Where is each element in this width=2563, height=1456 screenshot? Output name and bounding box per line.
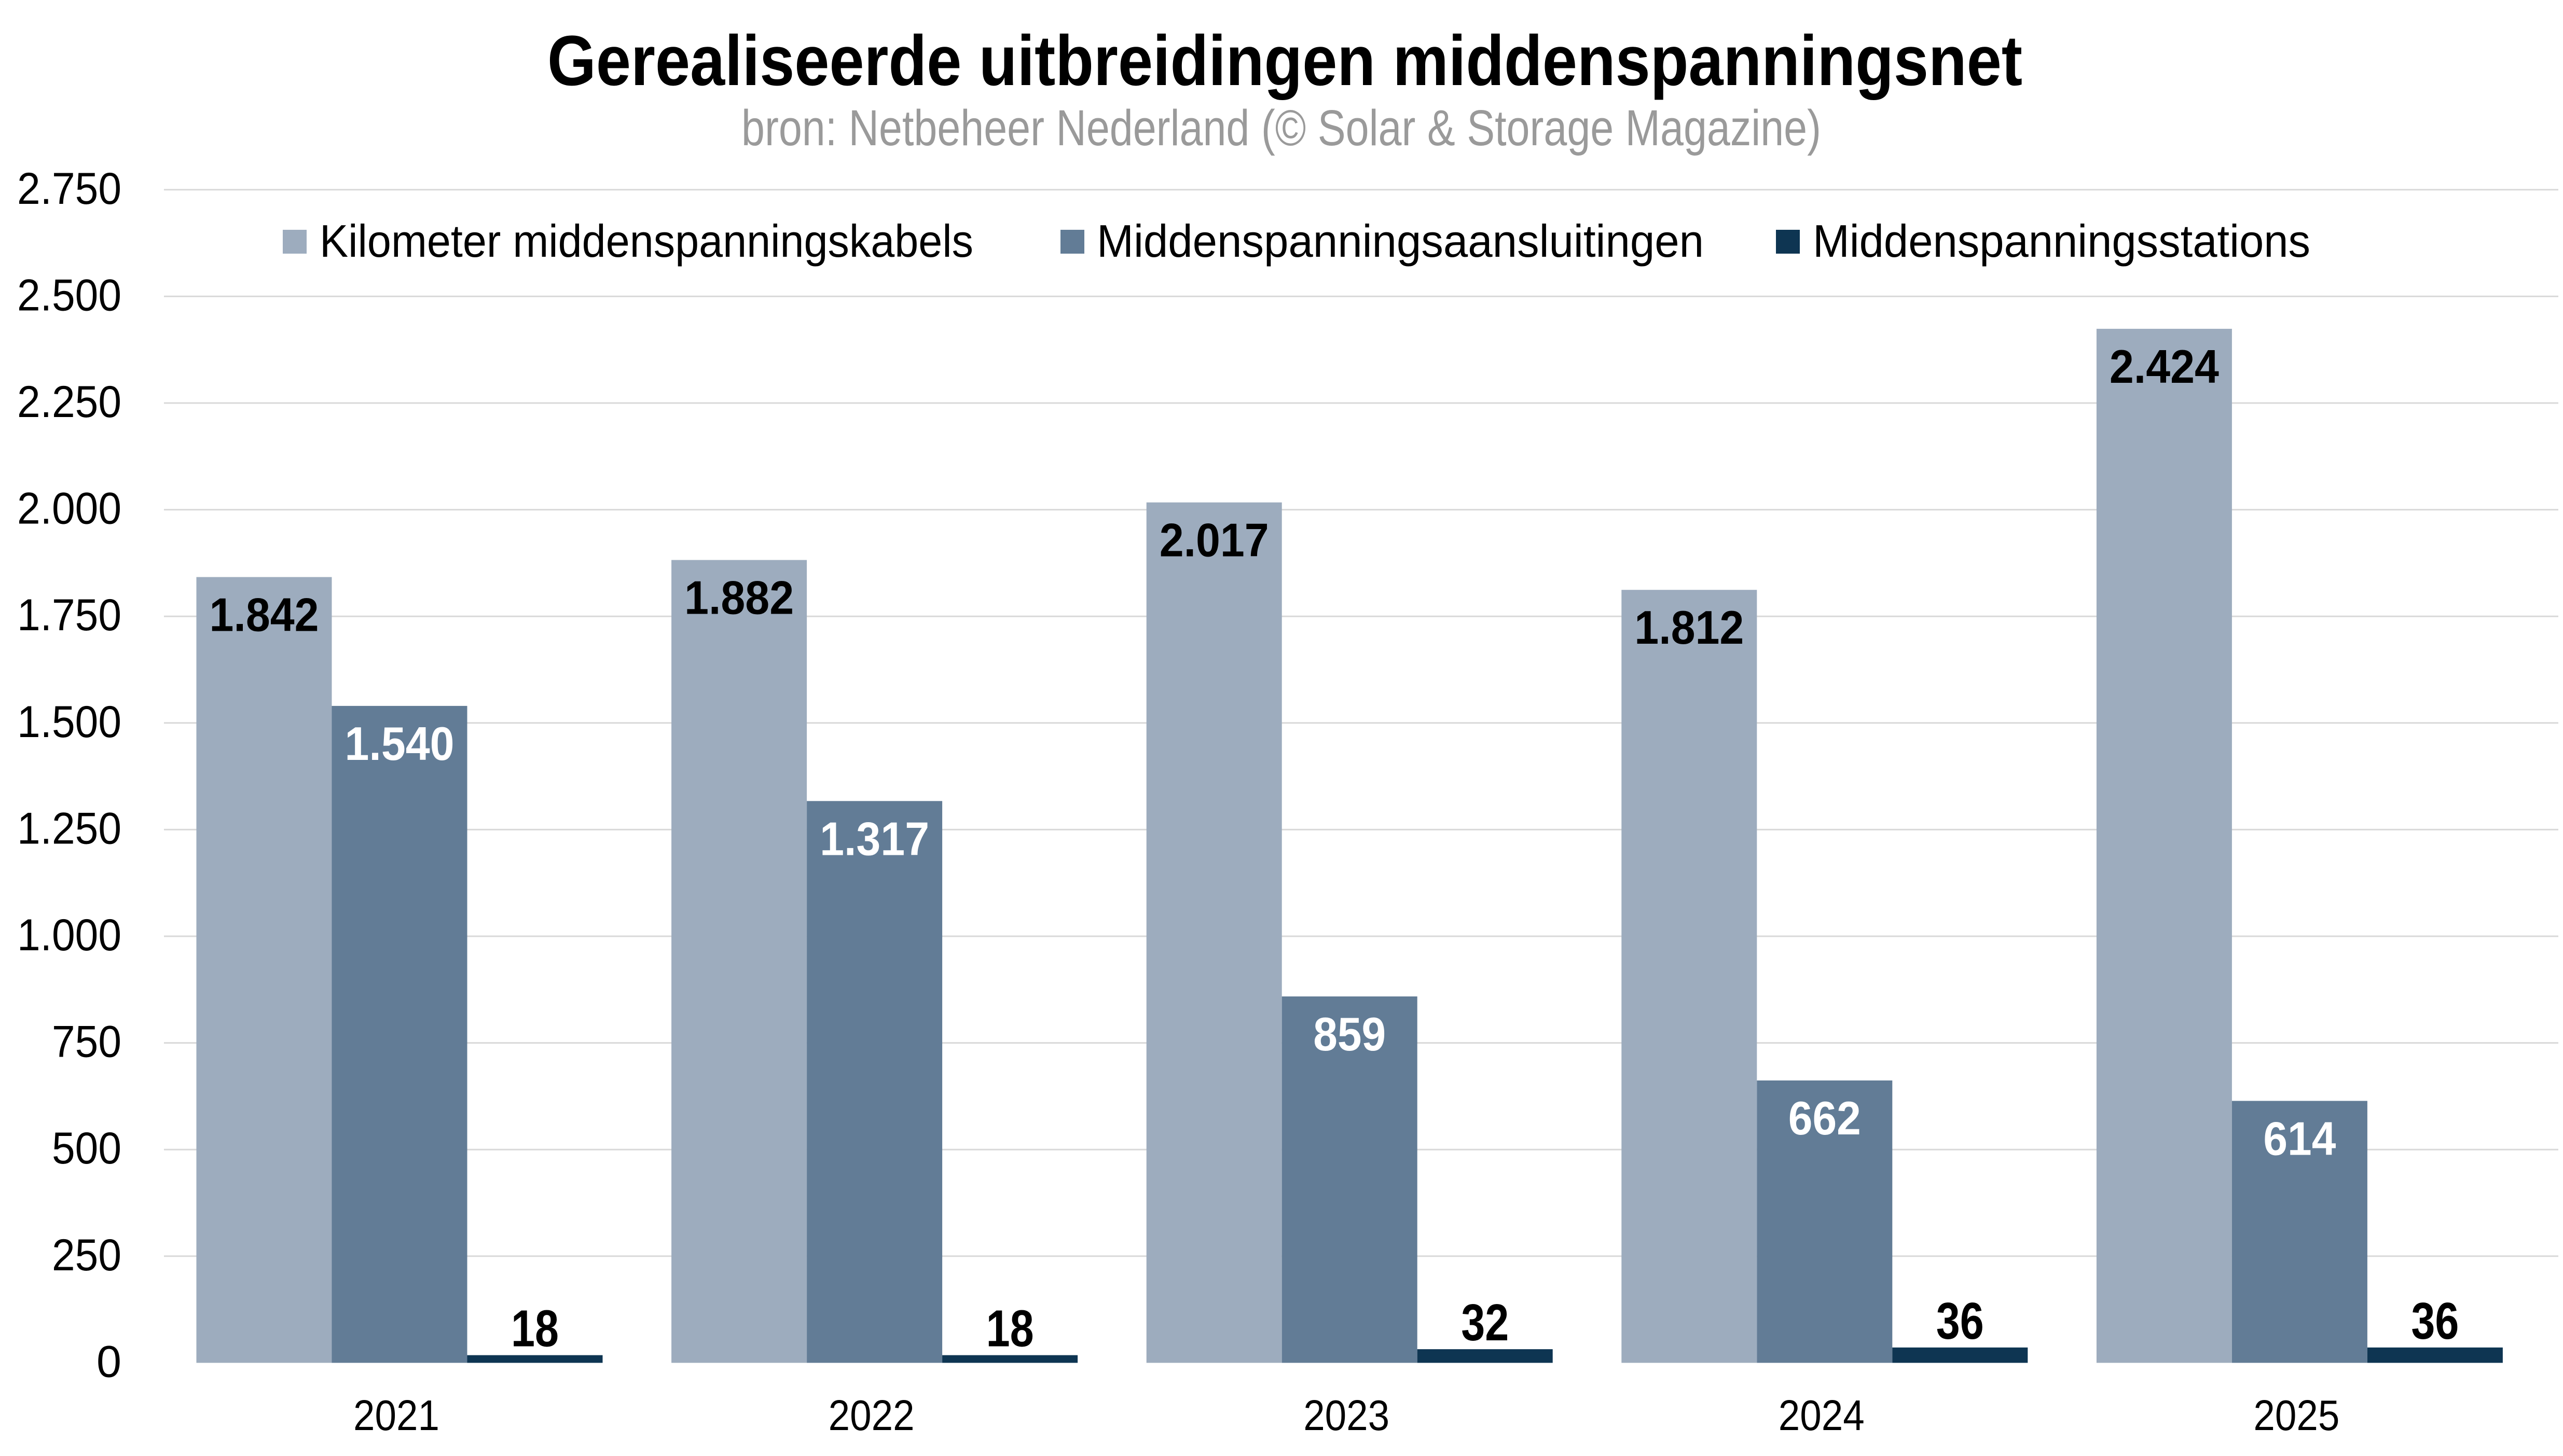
svg-text:2.250: 2.250 bbox=[17, 377, 121, 427]
svg-text:32: 32 bbox=[1461, 1294, 1509, 1352]
svg-text:Middenspanningsstations: Middenspanningsstations bbox=[1813, 215, 2310, 267]
svg-text:2022: 2022 bbox=[829, 1391, 915, 1439]
svg-text:859: 859 bbox=[1313, 1008, 1386, 1061]
svg-text:2024: 2024 bbox=[1779, 1391, 1865, 1439]
svg-text:662: 662 bbox=[1788, 1092, 1861, 1145]
svg-text:Kilometer middenspanningskabel: Kilometer middenspanningskabels bbox=[320, 215, 973, 267]
svg-text:Middenspanningsaansluitingen: Middenspanningsaansluitingen bbox=[1097, 215, 1704, 267]
svg-text:36: 36 bbox=[2411, 1292, 2459, 1350]
svg-text:250: 250 bbox=[52, 1230, 121, 1280]
svg-text:2.750: 2.750 bbox=[17, 164, 121, 214]
svg-text:Gerealiseerde uitbreidingen mi: Gerealiseerde uitbreidingen middenspanni… bbox=[547, 21, 2022, 101]
svg-text:1.000: 1.000 bbox=[17, 910, 121, 960]
svg-text:1.812: 1.812 bbox=[1634, 602, 1744, 654]
svg-text:2.000: 2.000 bbox=[17, 484, 121, 534]
svg-text:1.882: 1.882 bbox=[684, 572, 794, 625]
svg-text:2025: 2025 bbox=[2253, 1391, 2339, 1439]
svg-text:18: 18 bbox=[986, 1300, 1034, 1358]
svg-text:1.250: 1.250 bbox=[17, 803, 121, 853]
svg-text:1.842: 1.842 bbox=[210, 589, 319, 642]
svg-text:1.317: 1.317 bbox=[820, 813, 929, 865]
svg-text:614: 614 bbox=[2263, 1113, 2336, 1165]
svg-text:bron: Netbeheer Nederland (© S: bron: Netbeheer Nederland (© Solar & Sto… bbox=[741, 100, 1821, 156]
svg-text:1.540: 1.540 bbox=[345, 718, 454, 770]
svg-text:500: 500 bbox=[52, 1124, 121, 1173]
svg-text:2.500: 2.500 bbox=[17, 270, 121, 320]
svg-text:2.424: 2.424 bbox=[2110, 341, 2219, 393]
svg-text:18: 18 bbox=[511, 1300, 559, 1358]
svg-text:1.500: 1.500 bbox=[17, 697, 121, 747]
svg-text:2.017: 2.017 bbox=[1160, 515, 1269, 567]
svg-text:750: 750 bbox=[52, 1017, 121, 1067]
svg-text:2021: 2021 bbox=[353, 1391, 439, 1439]
svg-text:1.750: 1.750 bbox=[17, 590, 121, 640]
svg-text:36: 36 bbox=[1936, 1292, 1984, 1350]
svg-text:0: 0 bbox=[97, 1337, 121, 1386]
svg-text:2023: 2023 bbox=[1303, 1391, 1389, 1439]
